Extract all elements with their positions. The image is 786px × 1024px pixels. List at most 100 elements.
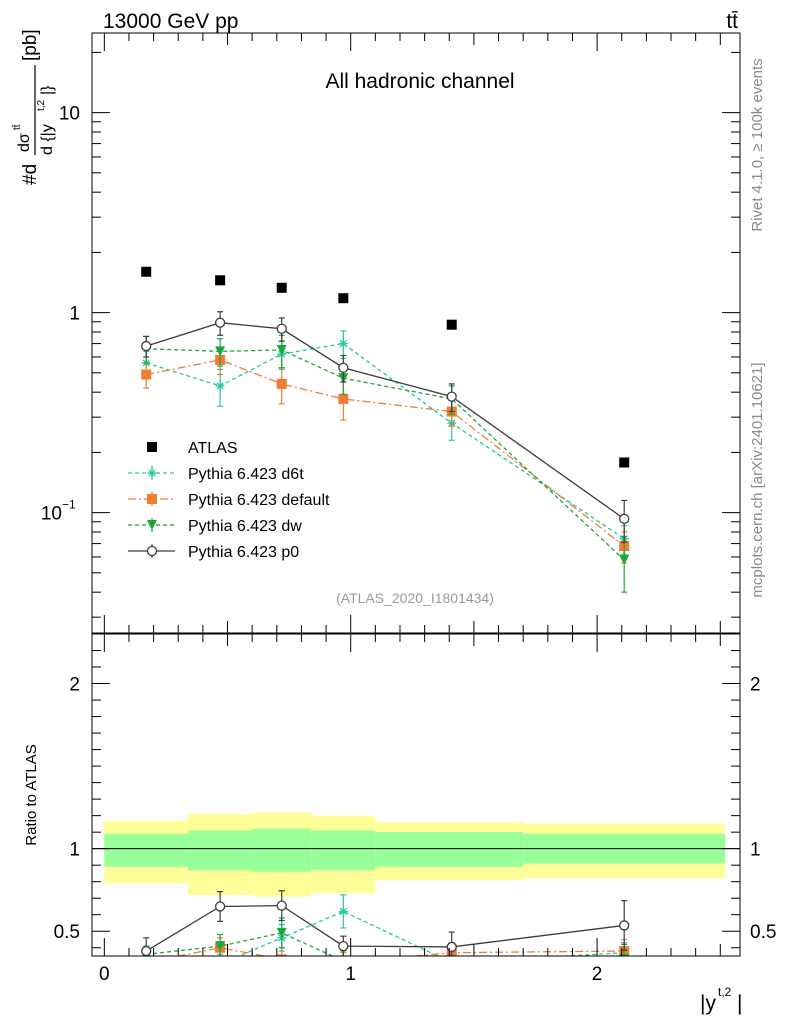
ratio-point-pythia-6-423-p0 <box>338 940 349 952</box>
main-y-tick-label-exp: −1 <box>62 498 76 512</box>
main-point-pythia-6-423-p0 <box>619 513 630 525</box>
main-line-pythia-6-423-p0 <box>146 322 625 520</box>
main-point-pythia-6-423-default <box>338 393 349 404</box>
ratio-point-pythia-6-423-p0 <box>141 945 152 956</box>
ratio-point-pythia-6-423-d6t <box>447 958 456 967</box>
channel-title: All hadronic channel <box>325 70 514 93</box>
ratio-point-pythia-6-423-d6t-stroke <box>339 907 347 916</box>
ratio-point-pythia-6-423-dw <box>276 927 287 938</box>
energy-label: 13000 GeV pp <box>103 10 238 33</box>
ratio-point-pythia-6-423-p0 <box>214 901 226 912</box>
x-tick-label: 1 <box>345 964 356 985</box>
main-point-pythia-6-423-p0 <box>214 317 226 328</box>
main-point-atlas <box>446 319 457 330</box>
main-point-pythia-6-423-dw <box>215 346 226 357</box>
legend-label-atlas: ATLAS <box>188 440 238 457</box>
ratio-y-tick-label-right: 2 <box>750 675 761 696</box>
legend-marker-atlas <box>147 442 157 452</box>
y-label-frac-den-sup: t,2 <box>36 99 47 111</box>
legend-marker-pythia-6-423-d6t <box>147 468 157 478</box>
legend-marker-pythia-6-423-p0 <box>146 545 158 557</box>
legend-marker-pythia-6-423-default <box>147 494 157 504</box>
main-line-pythia-6-423-dw <box>146 348 625 561</box>
y-label-main: #d <box>20 164 41 185</box>
ratio-point-pythia-6-423-p0 <box>446 941 457 953</box>
ratio-point-pythia-6-423-d6t-stroke <box>449 959 455 965</box>
ratio-point-pythia-6-423-p0 <box>619 920 630 931</box>
main-frame <box>91 32 741 634</box>
main-point-pythia-6-423-p0 <box>276 323 287 334</box>
analysis-id: (ATLAS_2020_I1801434) <box>336 590 494 606</box>
legend-entry-pythia-6-423-default: Pythia 6.423 default <box>128 492 330 509</box>
x-tick-label: 2 <box>592 964 603 985</box>
x-label-base: |y <box>700 992 716 1015</box>
y-label-unit: [pb] <box>20 29 41 61</box>
ratio-frame <box>91 633 741 957</box>
main-point-pythia-6-423-dw <box>619 554 630 565</box>
main-y-tick-label: 10 <box>59 104 80 125</box>
ratio-band-inner-0 <box>104 833 189 867</box>
legend-entry-pythia-6-423-p0: Pythia 6.423 p0 <box>128 544 299 561</box>
ratio-point-pythia-6-423-dw <box>215 941 226 952</box>
y-label-frac-sup: tt̄ <box>11 124 23 130</box>
y-label-frac-num: dσ <box>16 133 33 152</box>
ratio-point-pythia-6-423-d6t-stroke <box>217 961 223 967</box>
main-y-tick-label: 1 <box>69 304 80 325</box>
legend: ATLAS Pythia 6.423 d6t Pythia 6.423 defaul… <box>128 440 330 561</box>
ratio-point-pythia-6-423-d6t-stroke <box>217 961 223 967</box>
y-label-frac-den-end: |} <box>39 85 56 95</box>
x-tick-label: 0 <box>99 964 110 985</box>
ratio-point-pythia-6-423-d6t <box>216 960 225 969</box>
legend-label-pythia-6-423-p0: Pythia 6.423 p0 <box>188 544 299 561</box>
legend-marker-pythia-6-423-dw <box>147 520 157 530</box>
x-label-sup: t,2 <box>718 985 732 999</box>
main-point-atlas <box>338 293 349 304</box>
ratio-y-tick-label-right: 1 <box>750 840 761 861</box>
main-point-pythia-6-423-p0 <box>141 340 152 352</box>
main-point-pythia-6-423-d6t <box>215 381 225 391</box>
legend-entry-atlas: ATLAS <box>147 440 238 457</box>
ratio-point-pythia-6-423-d6t <box>338 906 348 916</box>
main-y-tick-label: 10 <box>41 504 62 525</box>
legend-label-pythia-6-423-d6t: Pythia 6.423 d6t <box>188 466 304 483</box>
legend-marker-pythia-6-423-d6t-stroke <box>148 469 156 477</box>
ratio-point-pythia-6-423-dw <box>447 959 457 969</box>
ratio-y-tick-label: 2 <box>69 675 80 696</box>
rivet-label: Rivet 4.1.0, ≥ 100k events <box>749 58 766 231</box>
ratio-point-pythia-6-423-default <box>141 958 151 968</box>
ratio-line-pythia-6-423-dw <box>146 932 335 956</box>
x-label-end: | <box>737 992 742 1015</box>
main-point-pythia-6-423-default <box>276 378 287 389</box>
ratio-panel: 0.5 0.5 1 1 2 2 0 1 2 <box>54 633 776 985</box>
main-point-atlas <box>276 282 287 293</box>
ratio-point-pythia-6-423-p0 <box>276 900 287 911</box>
main-point-pythia-6-423-p0 <box>338 362 349 373</box>
legend-entry-pythia-6-423-dw: Pythia 6.423 dw <box>128 518 302 535</box>
ratio-band-inner-2 <box>252 828 312 872</box>
legend-label-pythia-6-423-default: Pythia 6.423 default <box>188 492 330 509</box>
main-y-axis-label: #d dσ tt̄ d {|y t,2 |} [pb] <box>11 29 56 185</box>
main-point-pythia-6-423-d6t <box>338 339 348 349</box>
ratio-line-pythia-6-423-p0 <box>145 904 625 952</box>
source-label: mcplots.cern.ch [arXiv:2401.10621] <box>749 362 766 597</box>
ratio-y-tick-label: 1 <box>69 840 80 861</box>
main-point-pythia-6-423-p0 <box>446 391 457 402</box>
main-point-pythia-6-423-d6t-stroke <box>216 382 224 390</box>
ratio-point-pythia-6-423-default <box>276 954 287 956</box>
y-label-frac-den: d {|y <box>39 124 56 155</box>
ratio-y-tick-label-right: 0.5 <box>750 922 776 943</box>
ratio-band-inner-1 <box>188 830 253 871</box>
ratio-line-pythia-6-423-default <box>175 947 625 956</box>
main-point-atlas <box>141 266 152 277</box>
x-axis-label: |y t,2 | <box>700 985 742 1015</box>
main-point-pythia-6-423-d6t-stroke <box>339 339 347 348</box>
main-point-pythia-6-423-default <box>141 369 152 380</box>
legend-label-pythia-6-423-dw: Pythia 6.423 dw <box>188 518 302 535</box>
legend-entry-pythia-6-423-d6t: Pythia 6.423 d6t <box>128 466 304 483</box>
ratio-y-tick-label: 0.5 <box>54 922 80 943</box>
ratio-band-inner-4 <box>375 832 524 867</box>
ratio-point-pythia-6-423-d6t-stroke <box>449 959 455 965</box>
main-point-atlas <box>619 457 630 468</box>
